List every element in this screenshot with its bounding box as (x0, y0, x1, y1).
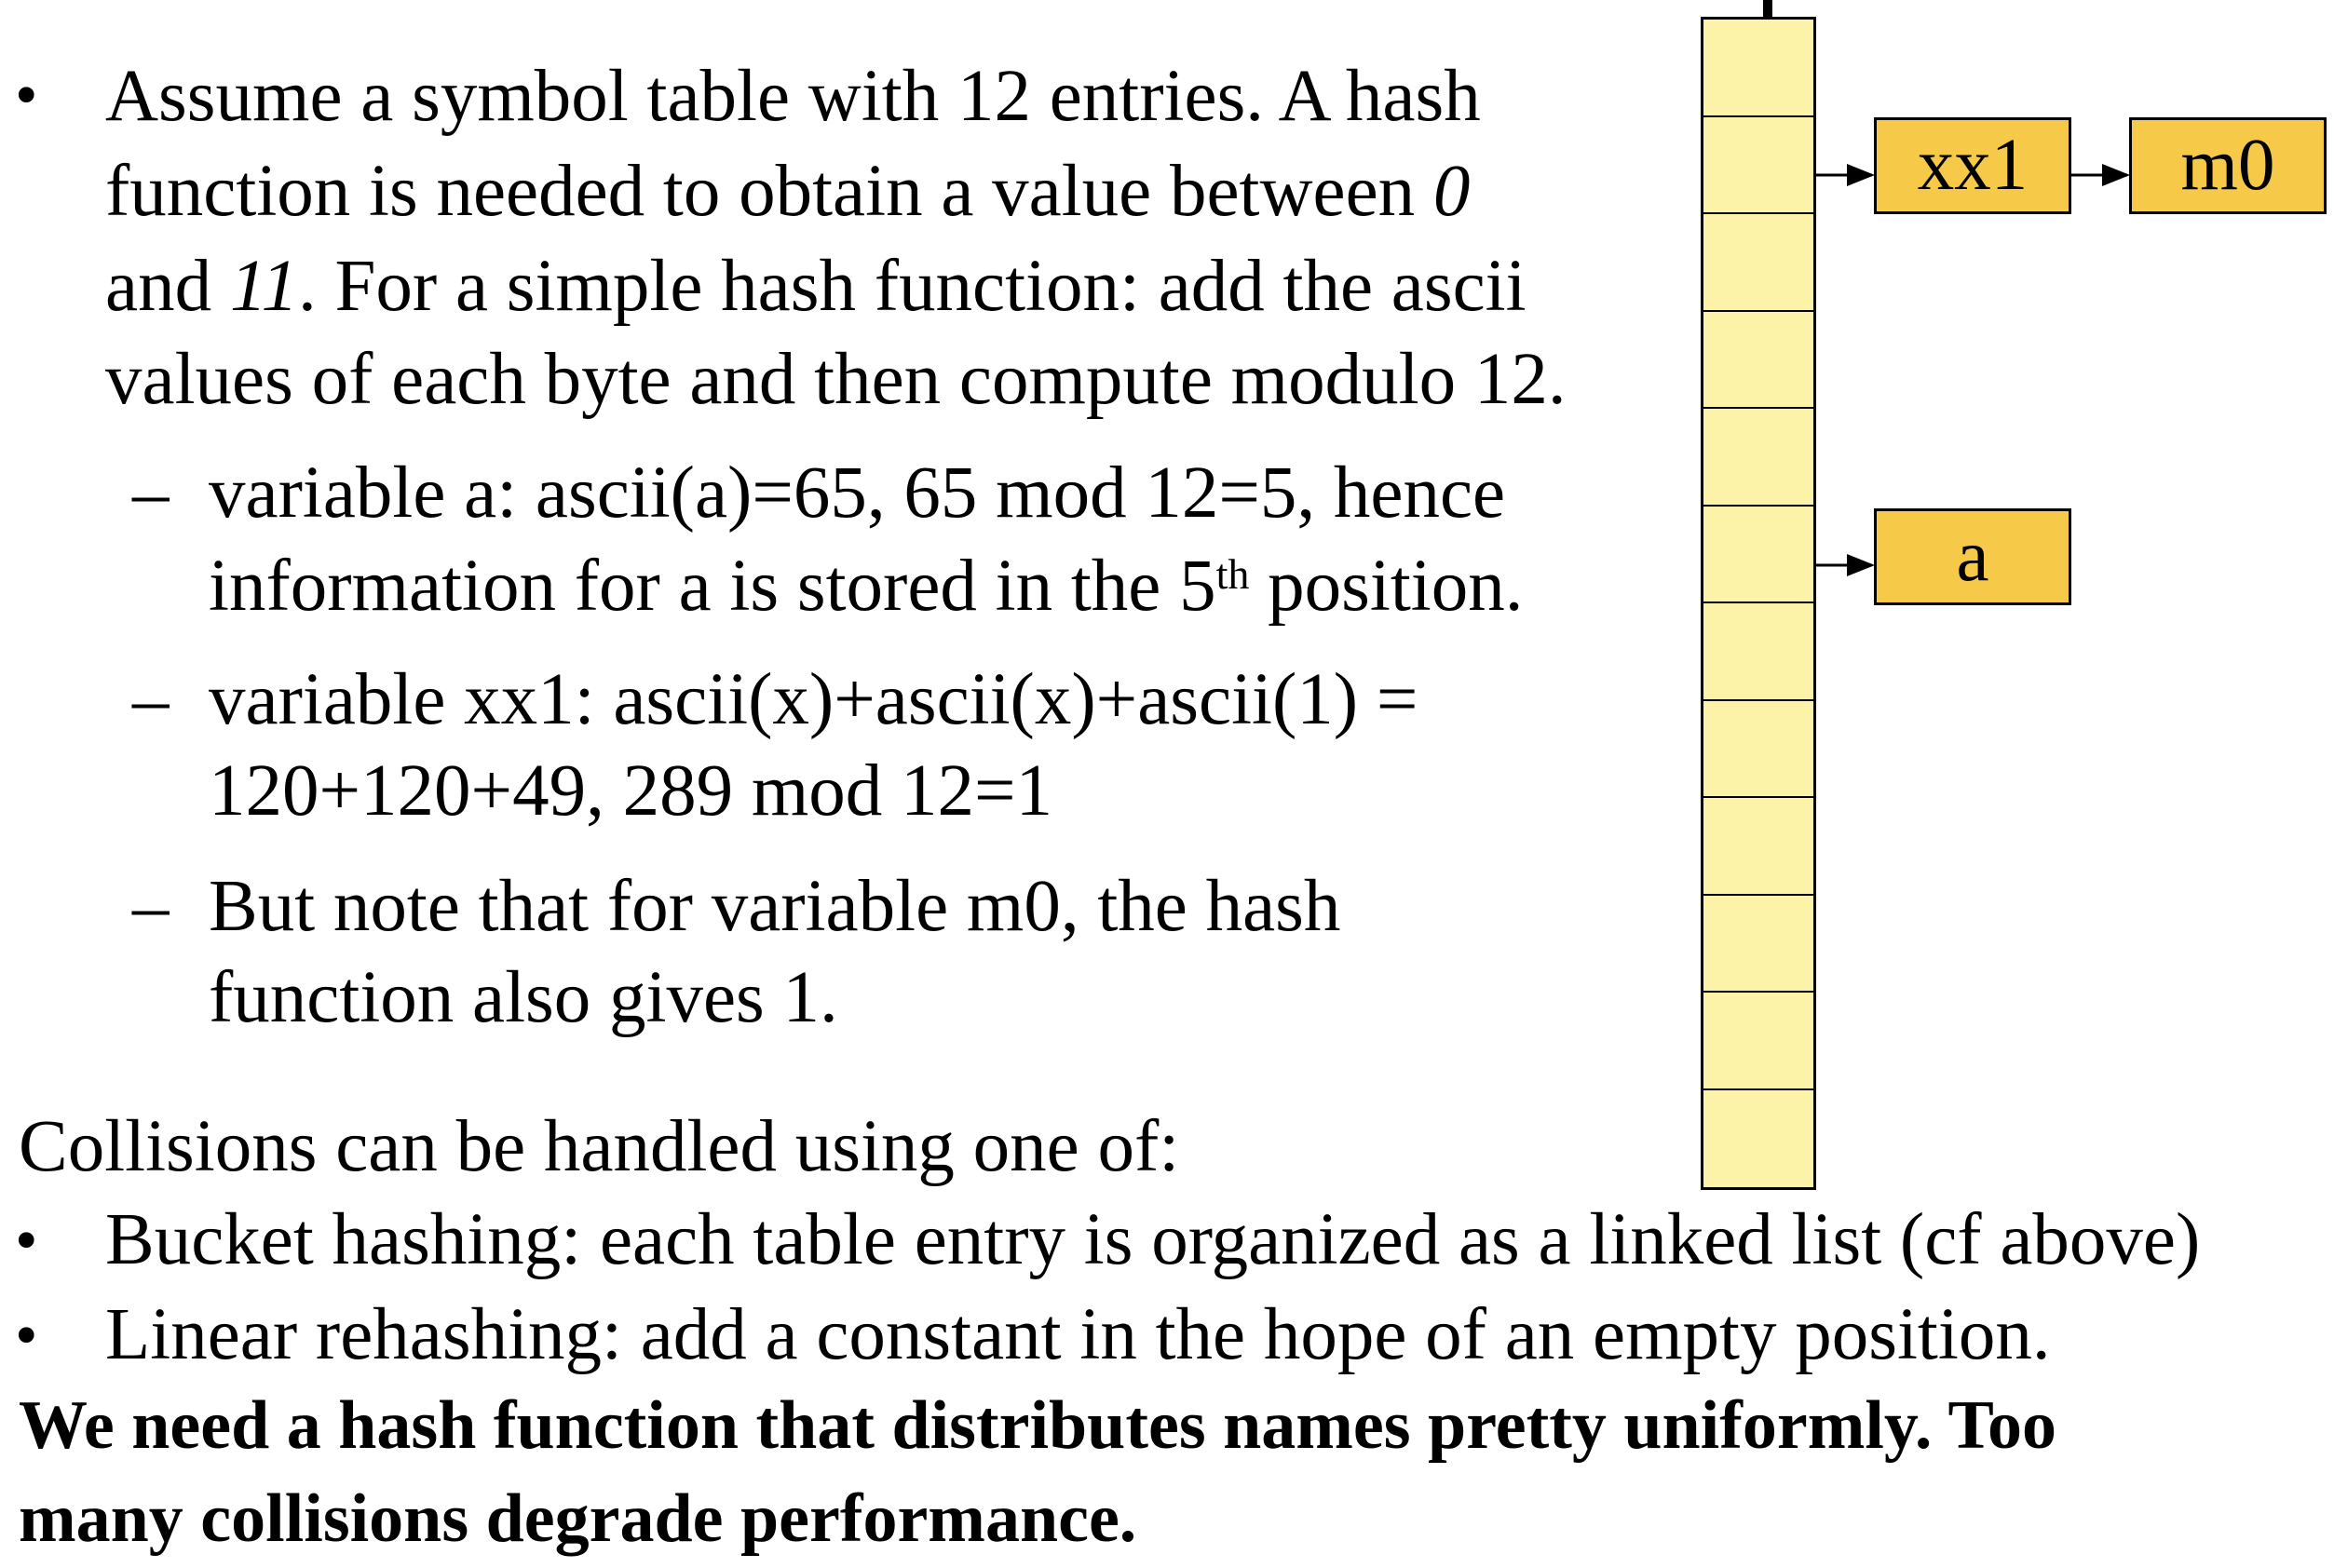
pointer-arrows (0, 0, 2334, 1568)
